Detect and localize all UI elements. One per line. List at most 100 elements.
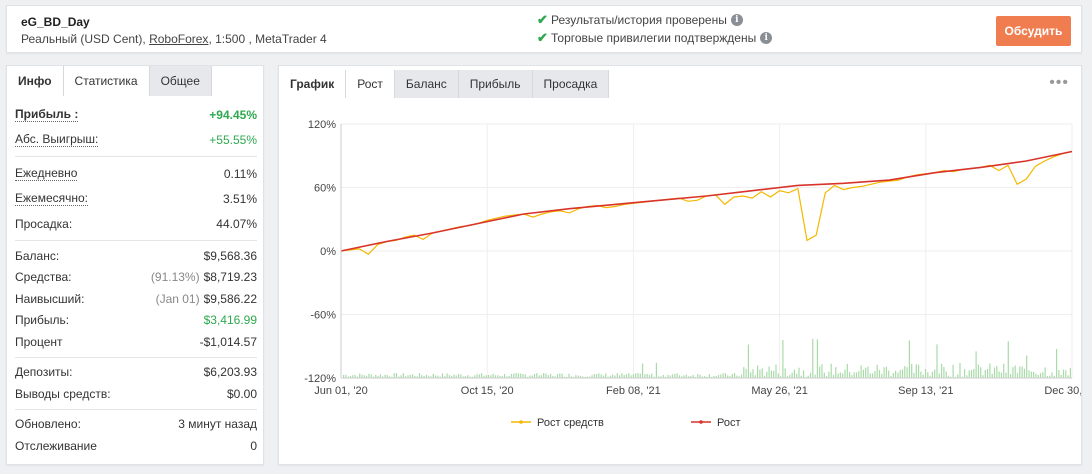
volume-bar — [1023, 368, 1025, 378]
tab-general[interactable]: Общее — [149, 66, 212, 96]
volume-bar — [872, 373, 874, 378]
volume-bar — [623, 375, 625, 378]
volume-bar — [639, 373, 641, 378]
volume-bar — [839, 372, 841, 378]
volume-bar — [563, 376, 565, 378]
volume-bar — [667, 374, 669, 378]
volume-bar — [761, 368, 763, 378]
highest-date: (Jan 01) — [155, 291, 200, 306]
volume-bar — [432, 373, 434, 378]
volume-bar — [807, 375, 809, 378]
volume-bar — [982, 375, 984, 378]
volume-bar — [556, 374, 559, 378]
x-axis: Jun 01, '20 Oct 15, '20 Feb 08, '21 May 26,… — [314, 377, 1081, 397]
volume-bar — [711, 376, 713, 378]
volume-bar — [918, 364, 920, 378]
volume-bar — [991, 373, 993, 378]
volume-bar — [947, 375, 950, 378]
volume-bar — [869, 373, 871, 378]
volume-bar — [1046, 376, 1048, 378]
stat-value: 0 — [250, 438, 257, 453]
stat-label: Наивысший: — [15, 291, 85, 306]
legend-label[interactable]: Рост — [717, 417, 741, 429]
stat-value: 3 минут назад — [178, 417, 257, 432]
tab-profit[interactable]: Прибыль — [458, 70, 533, 98]
divider — [15, 156, 257, 157]
y-tick-label: 120% — [308, 119, 336, 131]
stat-value: 44.07% — [216, 216, 257, 231]
volume-bar — [444, 376, 446, 378]
y-tick-label: 60% — [314, 183, 336, 195]
volume-bar — [865, 367, 867, 378]
tab-info[interactable]: Инфо — [7, 66, 64, 96]
volume-bar — [883, 367, 885, 378]
volume-bar — [1030, 371, 1032, 378]
volume-bar — [892, 373, 894, 378]
volume-bar — [570, 376, 572, 378]
volume-bar — [786, 376, 789, 378]
volume-bar — [1033, 371, 1035, 378]
volume-bar — [483, 375, 485, 378]
tab-balance[interactable]: Баланс — [394, 70, 459, 98]
volume-bar — [582, 376, 584, 378]
stat-label[interactable]: Абс. Выигрыш: — [15, 132, 99, 147]
stat-label[interactable]: Ежемесячно: — [15, 191, 89, 206]
volume-bar — [855, 372, 858, 378]
discuss-button[interactable]: Обсудить — [996, 16, 1071, 46]
volume-bar — [467, 375, 469, 378]
stat-row: Депозиты: $6,203.93 — [15, 362, 257, 384]
volume-bar — [598, 373, 600, 378]
info-icon[interactable]: i — [760, 32, 773, 44]
volume-bar — [743, 367, 745, 378]
volume-bar — [524, 374, 526, 378]
volume-bar — [1065, 370, 1067, 378]
volume-bar — [849, 372, 851, 378]
stat-label: Выводы средств: — [15, 386, 111, 401]
volume-bar — [1044, 367, 1046, 378]
stat-row: Просадка: 44.07% — [15, 211, 257, 236]
volume-bar — [1035, 373, 1037, 378]
volume-bar — [527, 376, 529, 378]
broker-link[interactable]: RoboForex — [149, 32, 209, 46]
volume-bar — [536, 373, 538, 378]
volume-bar — [1007, 341, 1009, 378]
volume-bar — [602, 375, 605, 378]
volume-bar — [407, 375, 409, 378]
volume-bar — [356, 376, 358, 378]
volume-bar — [796, 373, 798, 378]
tab-statistics[interactable]: Статистика — [63, 66, 150, 96]
stat-label[interactable]: Ежедневно — [15, 166, 78, 181]
stat-value: $9,568.36 — [203, 248, 257, 263]
volume-bar — [842, 373, 844, 378]
info-icon[interactable]: i — [730, 14, 743, 26]
tab-growth[interactable]: Рост — [346, 70, 395, 98]
divider — [15, 356, 257, 358]
x-tick-label: Dec 30, '21 — [1044, 385, 1081, 397]
volume-bar — [363, 375, 365, 378]
volume-bar — [701, 376, 703, 378]
volume-bar — [632, 374, 634, 378]
account-details: Реальный (USD Cent), RoboForex, 1:500 , … — [21, 32, 327, 46]
volume-bar — [398, 376, 400, 378]
volume-bar — [566, 376, 568, 378]
verified-privileges: ✔ Торговые привилегии подтверждены i — [537, 30, 773, 46]
volume-bar — [881, 373, 883, 378]
volume-bar — [791, 372, 793, 378]
more-options-icon[interactable]: ••• — [1049, 74, 1069, 91]
volume-bar — [451, 376, 453, 378]
volume-bar — [625, 374, 628, 378]
volume-bar — [713, 375, 715, 378]
volume-bar — [614, 375, 616, 378]
tab-chart[interactable]: График — [279, 70, 347, 98]
legend-label[interactable]: Рост средств — [537, 417, 604, 429]
volume-bar — [777, 373, 779, 378]
tab-drawdown[interactable]: Просадка — [532, 70, 610, 98]
volume-bar — [453, 374, 455, 378]
volume-bar — [389, 376, 391, 378]
volume-bar — [377, 376, 379, 378]
stat-row: Выводы средств: $0.00 — [15, 383, 257, 405]
volume-bar — [579, 375, 582, 378]
volume-bar — [430, 376, 432, 378]
stat-label[interactable]: Прибыль : — [15, 107, 79, 122]
volume-bar — [885, 366, 887, 378]
